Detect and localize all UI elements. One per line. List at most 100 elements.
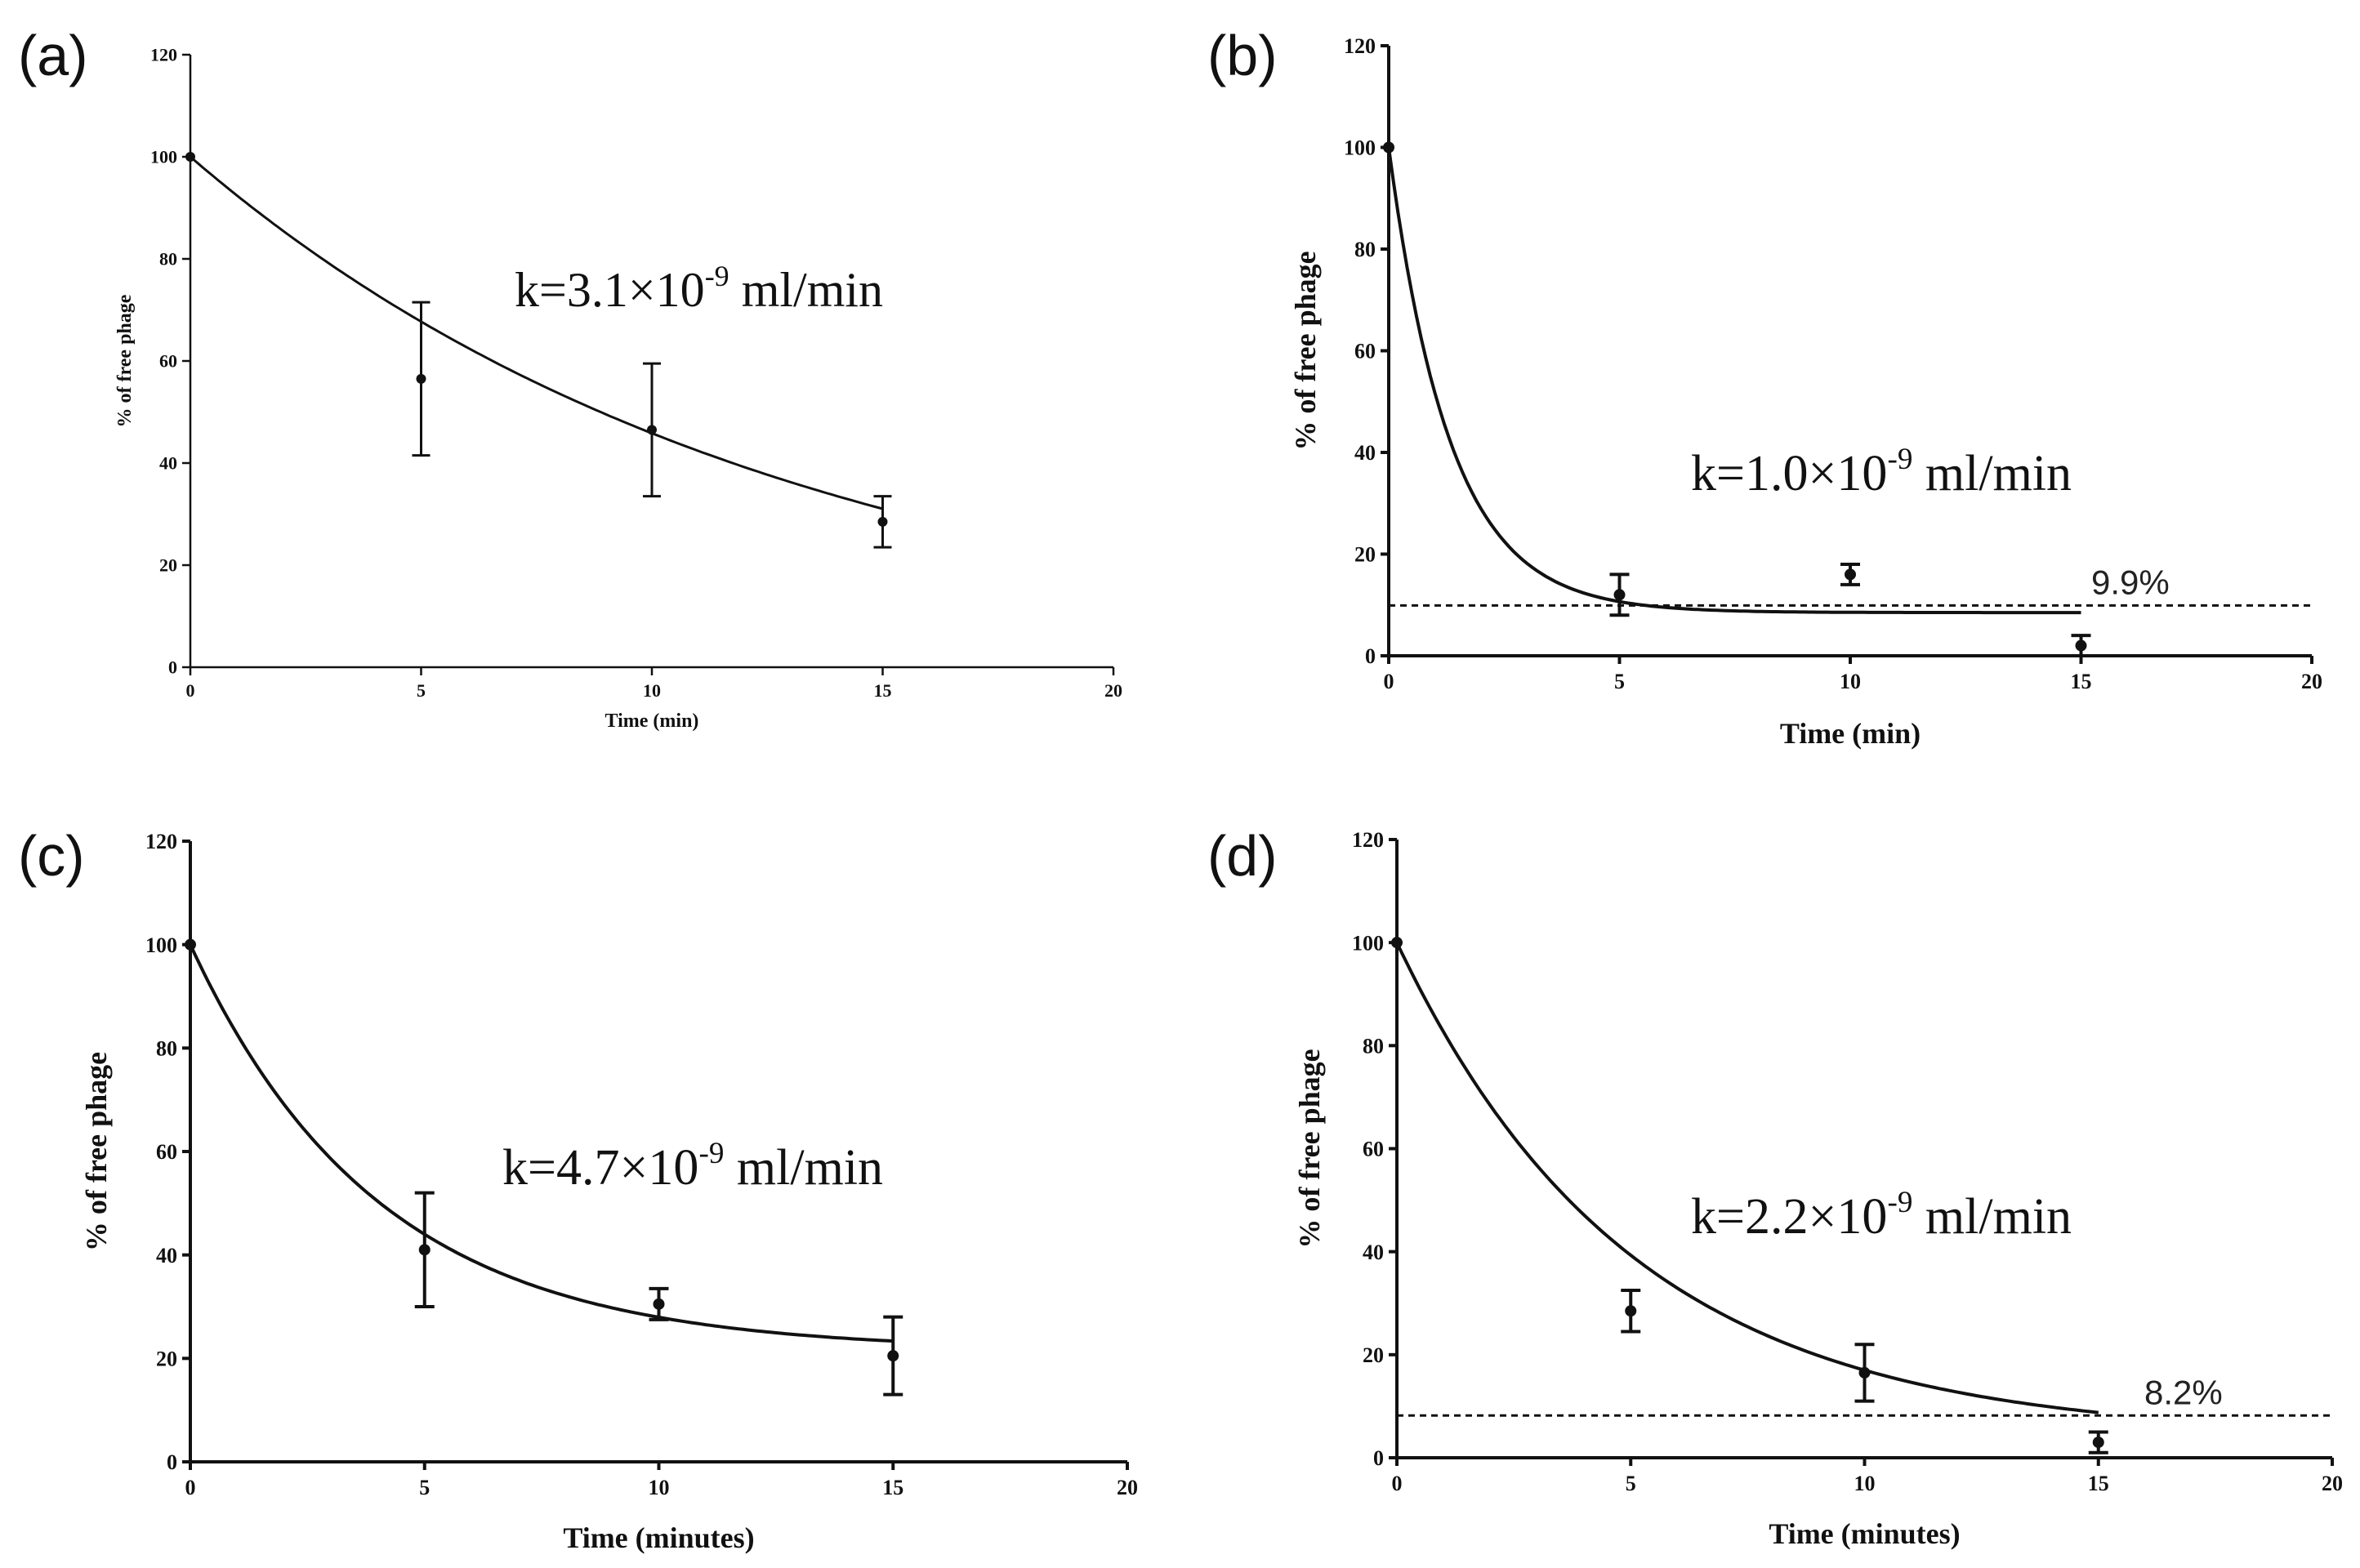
y-tick-label: 100 xyxy=(150,147,177,167)
x-tick-label: 15 xyxy=(882,1476,903,1499)
rate-constant-suffix: ml/min xyxy=(1912,1189,2072,1245)
x-tick-label: 20 xyxy=(2301,670,2322,693)
x-tick-label: 10 xyxy=(649,1476,670,1499)
data-point xyxy=(647,425,657,435)
rate-constant-exponent: -9 xyxy=(698,1137,724,1170)
y-tick-label: 20 xyxy=(1354,543,1376,567)
x-axis-title: Time (minutes) xyxy=(1769,1517,1960,1550)
chart-panel-3: (c) 0 20 40 60 80 100 120 0 5 10 15 20 Time (minutes)… xyxy=(18,824,1138,1554)
rate-constant-label: k=3.1×10-9 ml/min xyxy=(515,260,883,317)
x-tick-label: 15 xyxy=(874,680,892,701)
y-axis-title: % of free phage xyxy=(1293,1049,1326,1248)
x-tick-label: 10 xyxy=(1854,1472,1876,1495)
x-tick-label: 5 xyxy=(419,1476,430,1499)
data-point xyxy=(185,938,196,951)
chart-panel-1: (a) 0 20 40 60 80 100 120 0 5 10 15 20 Time (min) % of… xyxy=(18,24,1122,732)
data-point xyxy=(1613,589,1626,601)
data-point xyxy=(1845,568,1856,581)
y-tick-label: 100 xyxy=(145,933,177,957)
reference-line-label: 9.9% xyxy=(2091,563,2170,601)
x-tick-label: 20 xyxy=(1117,1476,1138,1499)
rate-constant-label: k=2.2×10-9 ml/min xyxy=(1691,1186,2072,1245)
y-tick-label: 40 xyxy=(1354,441,1376,465)
y-axis-title: % of free phage xyxy=(1289,251,1322,450)
y-tick-label: 60 xyxy=(1363,1138,1384,1161)
panel-label: (c) xyxy=(18,824,85,888)
panel-label: (b) xyxy=(1207,24,1278,87)
rate-constant-exponent: -9 xyxy=(1887,443,1912,476)
data-point xyxy=(1858,1366,1871,1379)
x-tick-label: 0 xyxy=(1384,670,1394,693)
panel-label: (d) xyxy=(1207,824,1278,888)
fit-curve xyxy=(1387,147,2081,615)
y-tick-label: 0 xyxy=(168,657,177,678)
y-tick-label: 40 xyxy=(159,453,177,474)
rate-constant-exponent: -9 xyxy=(1887,1186,1912,1219)
y-tick-label: 0 xyxy=(167,1450,177,1474)
y-tick-label: 80 xyxy=(1363,1034,1384,1058)
rate-constant-exponent: -9 xyxy=(705,260,729,292)
fit-curve xyxy=(189,943,894,1343)
x-tick-label: 0 xyxy=(185,1476,196,1499)
data-point xyxy=(877,516,888,527)
y-tick-label: 120 xyxy=(1352,828,1384,852)
data-point xyxy=(2092,1437,2104,1449)
x-axis-title: Time (min) xyxy=(1780,717,1921,750)
x-tick-label: 5 xyxy=(1626,1472,1636,1495)
y-tick-label: 80 xyxy=(1354,238,1376,261)
rate-constant-suffix: ml/min xyxy=(729,263,883,317)
rate-constant-prefix: k=1.0×10 xyxy=(1691,446,1887,501)
chart-panel-4: (d) 0 20 40 60 80 100 120 0 5 10 15 20 Time (minutes)… xyxy=(1207,824,2343,1550)
y-tick-label: 0 xyxy=(1373,1446,1384,1470)
y-axis-title: % of free phage xyxy=(80,1052,113,1251)
rate-constant-label: k=4.7×10-9 ml/min xyxy=(502,1137,883,1196)
rate-constant-prefix: k=2.2×10 xyxy=(1691,1189,1887,1245)
x-tick-label: 15 xyxy=(2071,670,2092,693)
x-tick-label: 10 xyxy=(643,680,661,701)
y-tick-label: 20 xyxy=(1363,1343,1384,1367)
y-tick-label: 40 xyxy=(1363,1241,1384,1264)
x-tick-label: 15 xyxy=(2088,1472,2109,1495)
data-point xyxy=(418,1244,431,1256)
data-point xyxy=(1383,141,1394,154)
x-tick-label: 10 xyxy=(1840,670,1861,693)
y-tick-label: 20 xyxy=(156,1347,177,1370)
y-tick-label: 120 xyxy=(150,45,177,65)
y-tick-label: 100 xyxy=(1344,136,1376,160)
y-tick-label: 60 xyxy=(156,1140,177,1164)
data-point xyxy=(887,1350,899,1362)
rate-constant-suffix: ml/min xyxy=(724,1140,883,1196)
y-axis-title: % of free phage xyxy=(114,294,136,427)
x-tick-label: 20 xyxy=(2322,1472,2343,1495)
x-tick-label: 5 xyxy=(1614,670,1625,693)
y-tick-label: 0 xyxy=(1365,644,1376,668)
data-point xyxy=(1391,937,1403,949)
y-tick-label: 80 xyxy=(156,1036,177,1060)
rate-constant-label: k=1.0×10-9 ml/min xyxy=(1691,443,2072,501)
y-tick-label: 40 xyxy=(156,1244,177,1267)
panel-label: (a) xyxy=(18,24,88,87)
y-tick-label: 60 xyxy=(159,351,177,372)
rate-constant-prefix: k=4.7×10 xyxy=(502,1140,698,1196)
data-point xyxy=(416,373,426,384)
x-tick-label: 20 xyxy=(1104,680,1122,701)
y-tick-label: 80 xyxy=(159,249,177,270)
data-point xyxy=(653,1298,665,1310)
fit-curve xyxy=(1395,942,2099,1414)
data-point xyxy=(2075,639,2087,652)
rate-constant-suffix: ml/min xyxy=(1912,446,2072,501)
y-tick-label: 100 xyxy=(1352,931,1384,955)
x-axis-title: Time (min) xyxy=(605,710,699,732)
y-tick-label: 120 xyxy=(1344,34,1376,58)
x-tick-label: 0 xyxy=(1392,1472,1403,1495)
y-tick-label: 120 xyxy=(145,830,177,853)
x-tick-label: 0 xyxy=(186,680,195,701)
rate-constant-prefix: k=3.1×10 xyxy=(515,263,705,317)
y-tick-label: 20 xyxy=(159,555,177,576)
data-point xyxy=(1625,1305,1637,1317)
fit-curve xyxy=(190,155,883,510)
chart-panel-2: (b) 0 20 40 60 80 100 120 0 5 10 15 20 Time (min) % of… xyxy=(1207,24,2322,750)
y-tick-label: 60 xyxy=(1354,340,1376,363)
reference-line-label: 8.2% xyxy=(2144,1373,2223,1411)
